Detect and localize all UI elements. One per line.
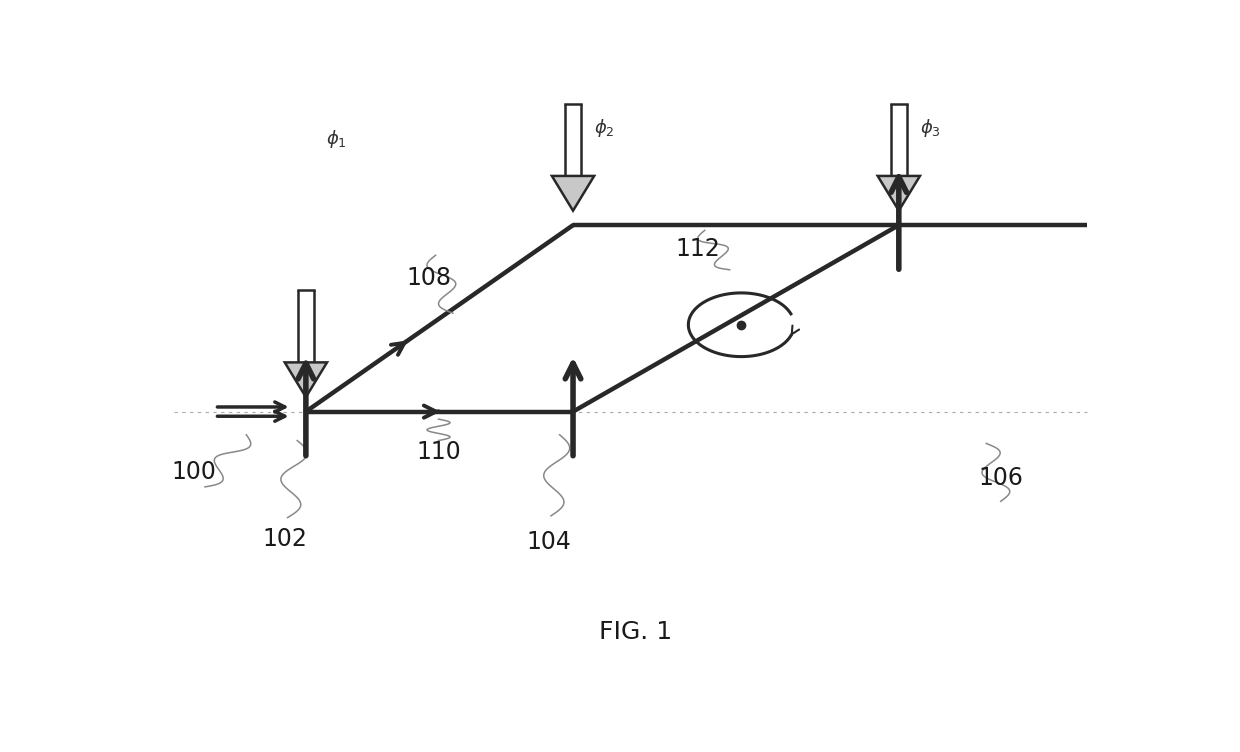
Text: 102: 102 — [263, 527, 308, 551]
Text: 112: 112 — [676, 238, 720, 262]
Text: $\phi_2$: $\phi_2$ — [594, 117, 615, 139]
Text: 100: 100 — [171, 460, 216, 484]
Text: 106: 106 — [978, 466, 1023, 490]
Text: 104: 104 — [527, 530, 572, 554]
Text: 108: 108 — [407, 266, 451, 290]
Polygon shape — [552, 176, 594, 211]
Text: FIG. 1: FIG. 1 — [599, 620, 672, 644]
Text: $\phi_3$: $\phi_3$ — [920, 117, 941, 139]
Text: $\phi_1$: $\phi_1$ — [326, 129, 347, 150]
Text: 110: 110 — [417, 440, 461, 464]
Polygon shape — [878, 176, 920, 211]
Polygon shape — [285, 362, 327, 397]
